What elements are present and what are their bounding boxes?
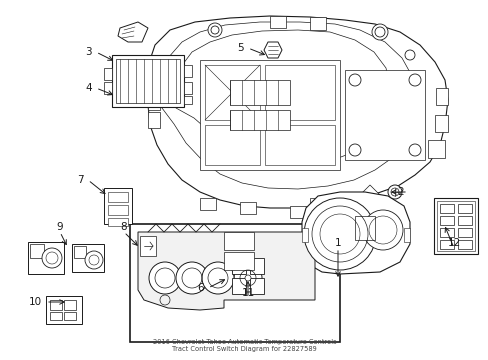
Circle shape — [408, 74, 420, 86]
Bar — [433, 198, 477, 254]
Text: 4: 4 — [85, 83, 92, 93]
Text: 2: 2 — [397, 187, 403, 197]
Polygon shape — [138, 232, 314, 310]
Circle shape — [348, 74, 360, 86]
Bar — [249, 258, 264, 274]
Bar — [436, 201, 474, 251]
Bar — [104, 188, 132, 224]
Bar — [116, 59, 180, 103]
Polygon shape — [148, 112, 160, 128]
Circle shape — [408, 144, 420, 156]
Polygon shape — [427, 140, 444, 158]
Circle shape — [304, 198, 375, 270]
Bar — [231, 258, 245, 274]
Bar — [104, 82, 112, 94]
Polygon shape — [359, 185, 379, 205]
Text: 12: 12 — [447, 238, 460, 248]
Circle shape — [371, 24, 387, 40]
Bar — [183, 82, 192, 94]
Bar — [50, 312, 62, 320]
Bar — [108, 205, 128, 215]
Text: 6: 6 — [197, 283, 203, 293]
Bar — [108, 218, 128, 226]
Text: 1: 1 — [334, 238, 341, 248]
Bar — [224, 232, 253, 250]
Text: 7: 7 — [77, 175, 84, 185]
Text: 5: 5 — [237, 43, 244, 53]
Bar — [183, 65, 192, 77]
Bar — [112, 55, 183, 107]
Text: 10: 10 — [29, 297, 42, 307]
Polygon shape — [289, 206, 305, 218]
Bar — [46, 296, 82, 324]
Polygon shape — [434, 115, 447, 132]
Polygon shape — [229, 110, 289, 130]
Polygon shape — [150, 70, 163, 82]
Bar — [72, 244, 104, 272]
Bar — [302, 228, 307, 242]
Circle shape — [362, 210, 402, 250]
Text: 9: 9 — [57, 222, 63, 232]
Circle shape — [149, 262, 181, 294]
Polygon shape — [160, 22, 415, 189]
Bar — [457, 216, 471, 225]
Circle shape — [207, 23, 222, 37]
Bar — [28, 242, 64, 274]
Bar — [457, 228, 471, 237]
Polygon shape — [200, 198, 216, 210]
Polygon shape — [229, 80, 289, 105]
Bar — [104, 68, 112, 80]
Bar — [50, 300, 62, 310]
Polygon shape — [118, 22, 148, 42]
Polygon shape — [240, 202, 256, 214]
Text: 11: 11 — [241, 288, 254, 298]
Polygon shape — [174, 30, 389, 164]
Bar — [457, 240, 471, 249]
Polygon shape — [309, 198, 325, 212]
Bar — [249, 278, 264, 294]
Bar — [183, 96, 192, 104]
Bar — [30, 244, 44, 258]
Polygon shape — [204, 65, 260, 120]
Polygon shape — [264, 125, 334, 165]
Polygon shape — [309, 17, 325, 30]
Text: 2016 Chevrolet Tahoe Automatic Temperature Controls
Tract Control Switch Diagram: 2016 Chevrolet Tahoe Automatic Temperatu… — [152, 339, 336, 352]
Polygon shape — [435, 88, 447, 105]
Polygon shape — [345, 70, 424, 160]
Bar — [64, 300, 76, 310]
Polygon shape — [264, 42, 282, 58]
Bar — [130, 224, 339, 342]
Bar — [439, 240, 453, 249]
Text: 8: 8 — [121, 222, 127, 232]
Bar — [457, 204, 471, 213]
Polygon shape — [269, 16, 285, 28]
Bar — [108, 192, 128, 202]
Polygon shape — [140, 236, 156, 256]
Text: 3: 3 — [85, 47, 92, 57]
Circle shape — [244, 275, 250, 281]
Bar — [439, 228, 453, 237]
Circle shape — [202, 262, 234, 294]
Bar — [231, 278, 245, 294]
Circle shape — [42, 248, 62, 268]
Bar — [354, 216, 374, 240]
Polygon shape — [148, 92, 160, 110]
Bar — [74, 246, 86, 258]
Bar — [224, 252, 253, 270]
Polygon shape — [302, 192, 409, 274]
Polygon shape — [204, 125, 260, 165]
Circle shape — [234, 264, 262, 292]
Circle shape — [85, 251, 103, 269]
Bar — [64, 312, 76, 320]
Bar — [403, 228, 409, 242]
Bar — [439, 216, 453, 225]
Circle shape — [176, 262, 207, 294]
Circle shape — [348, 144, 360, 156]
Polygon shape — [145, 16, 447, 208]
Circle shape — [387, 185, 401, 199]
Polygon shape — [200, 60, 339, 170]
Polygon shape — [264, 65, 334, 120]
Bar — [439, 204, 453, 213]
